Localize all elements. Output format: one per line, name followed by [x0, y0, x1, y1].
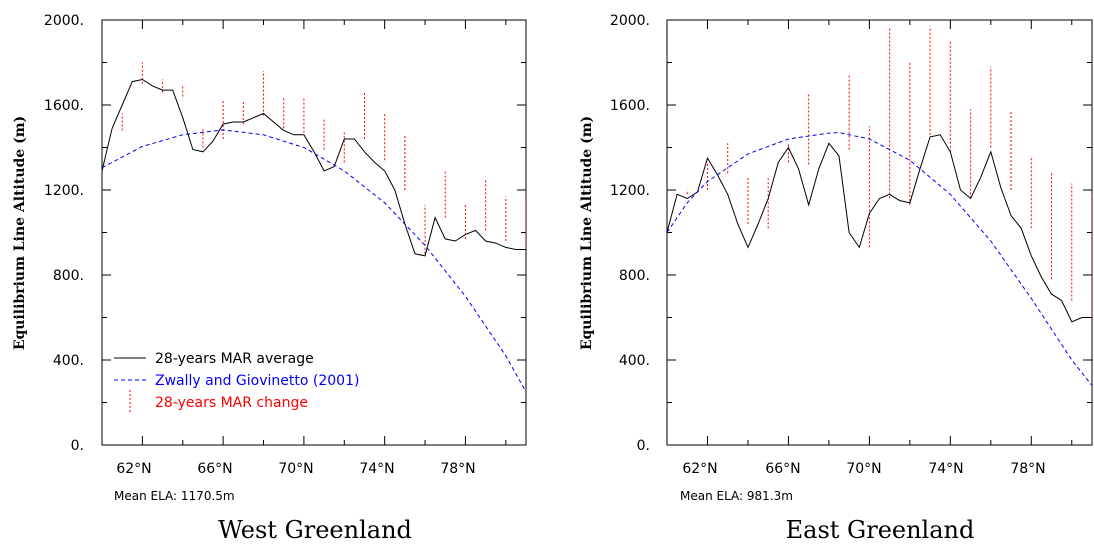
y-tick-label: 1200. [44, 183, 84, 199]
legend-label: 28-years MAR change [155, 395, 308, 411]
y-tick-label: 800. [619, 268, 650, 284]
legend-label: 28-years MAR average [155, 351, 314, 367]
panel-title: East Greenland [786, 516, 975, 543]
x-tick-label: 70°N [278, 461, 313, 477]
y-axis-label: Equilibrium Line Altitude (m) [12, 116, 28, 350]
y-tick-label: 2000. [44, 13, 84, 29]
mean-ela-note: Mean ELA: 981.3m [680, 489, 793, 503]
mar-average-line [667, 134, 1092, 323]
y-tick-label: 2000. [610, 13, 650, 29]
mar-average-line [102, 78, 526, 257]
y-tick-label: 1200. [610, 183, 650, 199]
x-tick-label: 74°N [928, 461, 963, 477]
x-tick-labels: 62°N 66°N 70°N 74°N 78°N [116, 461, 475, 477]
x-tick-label: 78°N [1010, 461, 1045, 477]
y-tick-label: 0. [637, 438, 650, 454]
y-tick-label: 800. [53, 268, 84, 284]
y-tick-label: 1600. [44, 98, 84, 114]
x-tick-label: 66°N [197, 461, 232, 477]
zwally-curve [102, 129, 526, 393]
mean-ela-note: Mean ELA: 1170.5m [114, 489, 235, 503]
y-tick-label: 1600. [610, 98, 650, 114]
x-tick-label: 62°N [116, 461, 151, 477]
x-tick-labels: 62°N 66°N 70°N 74°N 78°N [682, 461, 1045, 477]
legend: 28-years MAR average Zwally and Giovinet… [114, 351, 359, 412]
y-tick-labels: 0. 400. 800. 1200. 1600. 2000. [44, 13, 84, 454]
y-tick-label: 0. [71, 438, 84, 454]
legend-label: Zwally and Giovinetto (2001) [155, 373, 359, 389]
x-tick-label: 62°N [682, 461, 717, 477]
plot-frame [666, 19, 1093, 446]
x-tick-label: 70°N [846, 461, 881, 477]
plot-area [102, 62, 526, 393]
y-axis-label: Equilibrium Line Altitude (m) [579, 116, 595, 350]
x-tick-label: 66°N [765, 461, 800, 477]
chart-panel-west: Equilibrium Line Altitude (m) 0. 400. 80… [12, 13, 527, 544]
y-tick-label: 400. [53, 353, 84, 369]
panel-title: West Greenland [218, 516, 412, 543]
zwally-curve [667, 132, 1092, 386]
plot-area [667, 26, 1092, 386]
y-tick-labels: 0. 400. 800. 1200. 1600. 2000. [610, 13, 650, 454]
x-tick-label: 74°N [359, 461, 394, 477]
chart-panel-east: Equilibrium Line Altitude (m) 0. 400. 80… [579, 13, 1093, 544]
y-tick-label: 400. [619, 353, 650, 369]
x-tick-label: 78°N [440, 461, 475, 477]
